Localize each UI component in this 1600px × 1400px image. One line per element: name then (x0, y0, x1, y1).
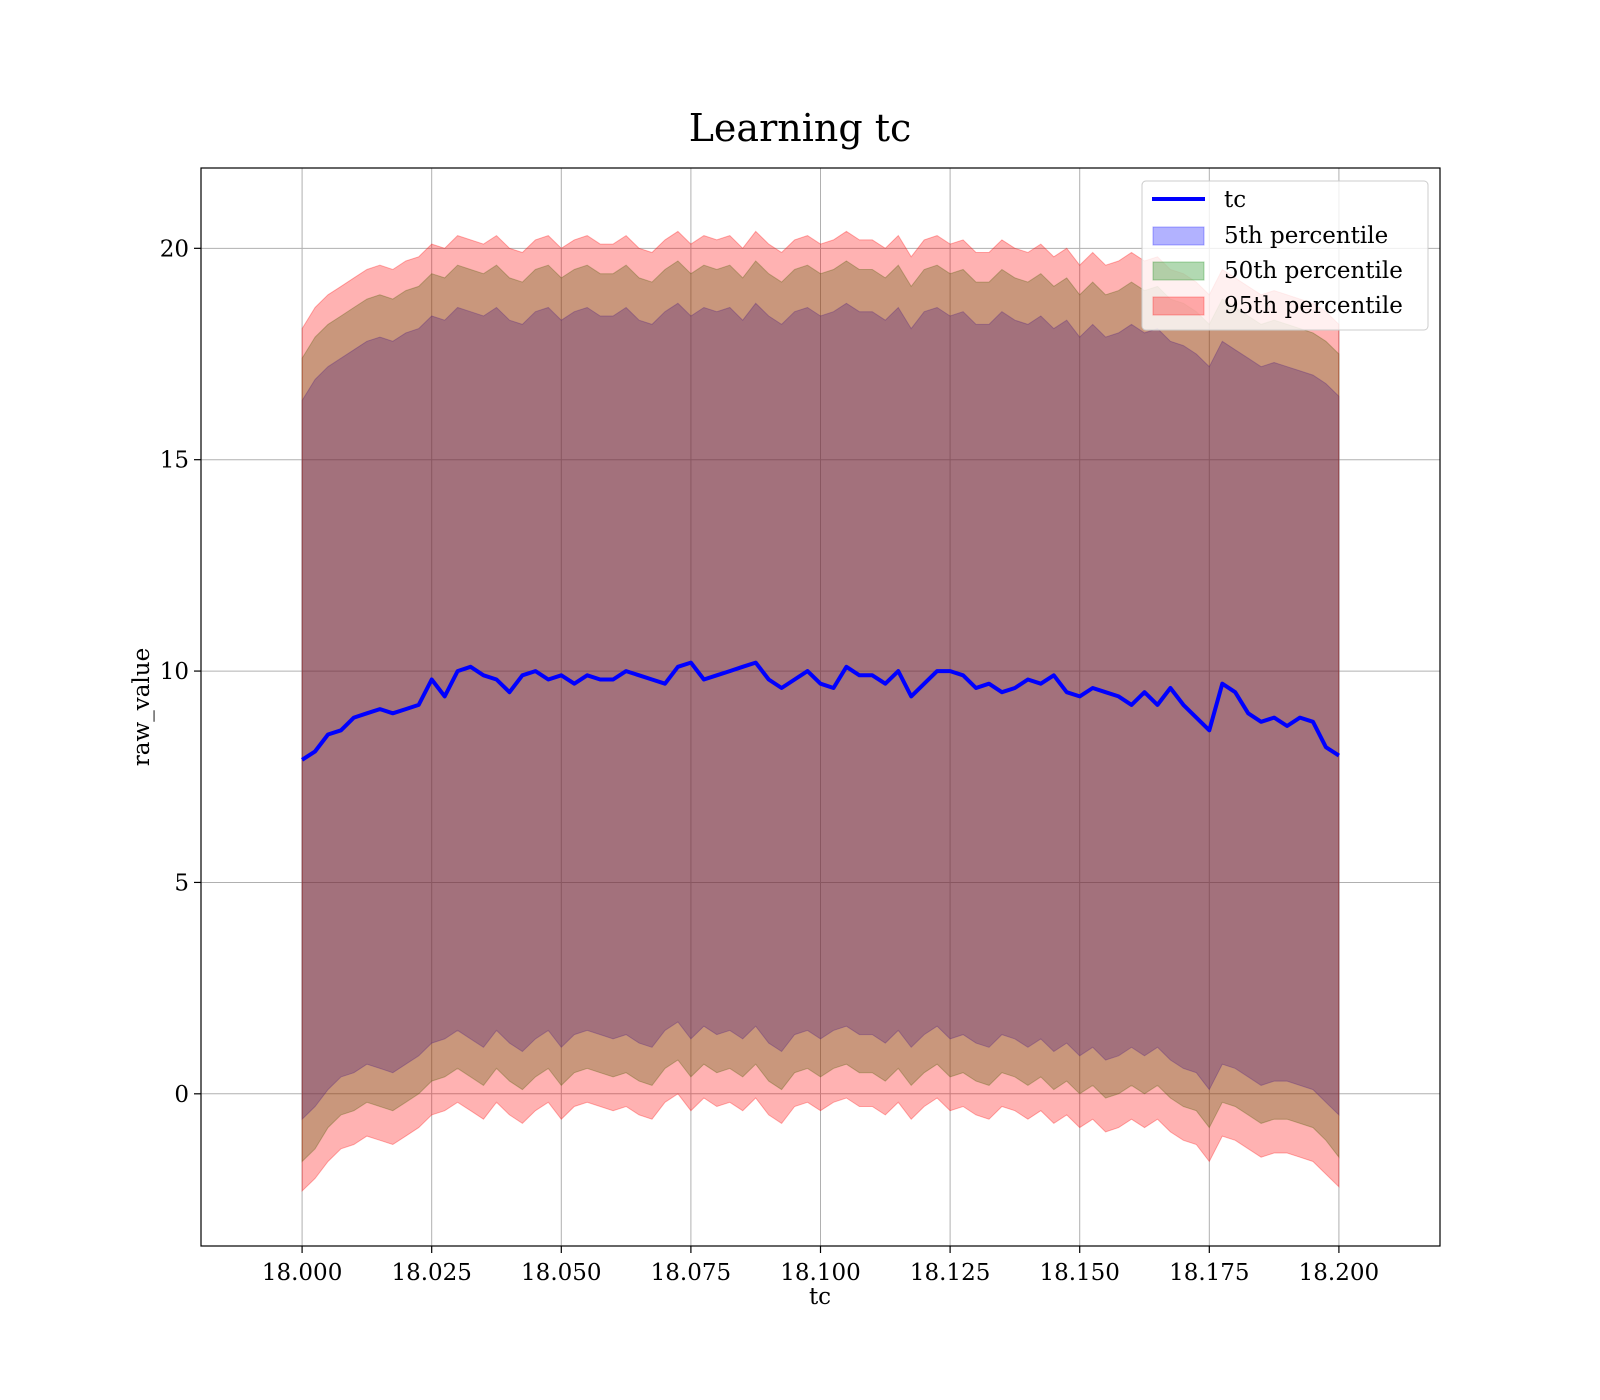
y-tick-label: 5 (174, 870, 189, 896)
chart-title: Learning tc (689, 106, 912, 150)
y-axis-ticks: 0 5 10 15 20 (160, 236, 201, 1108)
percentile-bands (301, 230, 1340, 1193)
legend-swatch-95th (1152, 296, 1205, 316)
x-tick-label: 18.000 (262, 1260, 342, 1286)
x-tick-label: 18.175 (1169, 1260, 1249, 1286)
x-axis-ticks: 18.000 18.025 18.050 18.075 18.100 18.125 18.1… (262, 1246, 1379, 1286)
legend: tc 5th percentile 50th percentile 95th p… (1141, 180, 1429, 331)
x-tick-label: 18.200 (1299, 1260, 1379, 1286)
y-axis-label: raw_value (129, 648, 155, 766)
x-tick-label: 18.075 (651, 1260, 731, 1286)
x-tick-label: 18.025 (391, 1260, 471, 1286)
band-50th-percentile (301, 260, 1340, 1163)
legend-box (1141, 180, 1429, 331)
legend-label-5th: 5th percentile (1224, 223, 1388, 249)
x-tick-label: 18.150 (1039, 1260, 1119, 1286)
x-axis-label: tc (809, 1284, 831, 1310)
tc-line-layer (301, 660, 1340, 762)
band-5th-percentile (301, 302, 1340, 1121)
y-tick-label: 20 (160, 236, 189, 262)
legend-label-50th: 50th percentile (1224, 258, 1403, 284)
legend-label-95th: 95th percentile (1224, 293, 1403, 319)
legend-label-tc: tc (1224, 187, 1246, 213)
y-tick-label: 10 (160, 659, 189, 685)
legend-swatch-50th (1152, 261, 1205, 281)
x-tick-label: 18.100 (780, 1260, 860, 1286)
y-tick-label: 15 (160, 448, 189, 474)
y-tick-label: 0 (174, 1082, 189, 1108)
x-tick-label: 18.050 (521, 1260, 601, 1286)
legend-swatch-5th (1152, 226, 1205, 246)
x-tick-label: 18.125 (910, 1260, 990, 1286)
tc-line (301, 660, 1340, 762)
band-95th-percentile (301, 230, 1340, 1193)
